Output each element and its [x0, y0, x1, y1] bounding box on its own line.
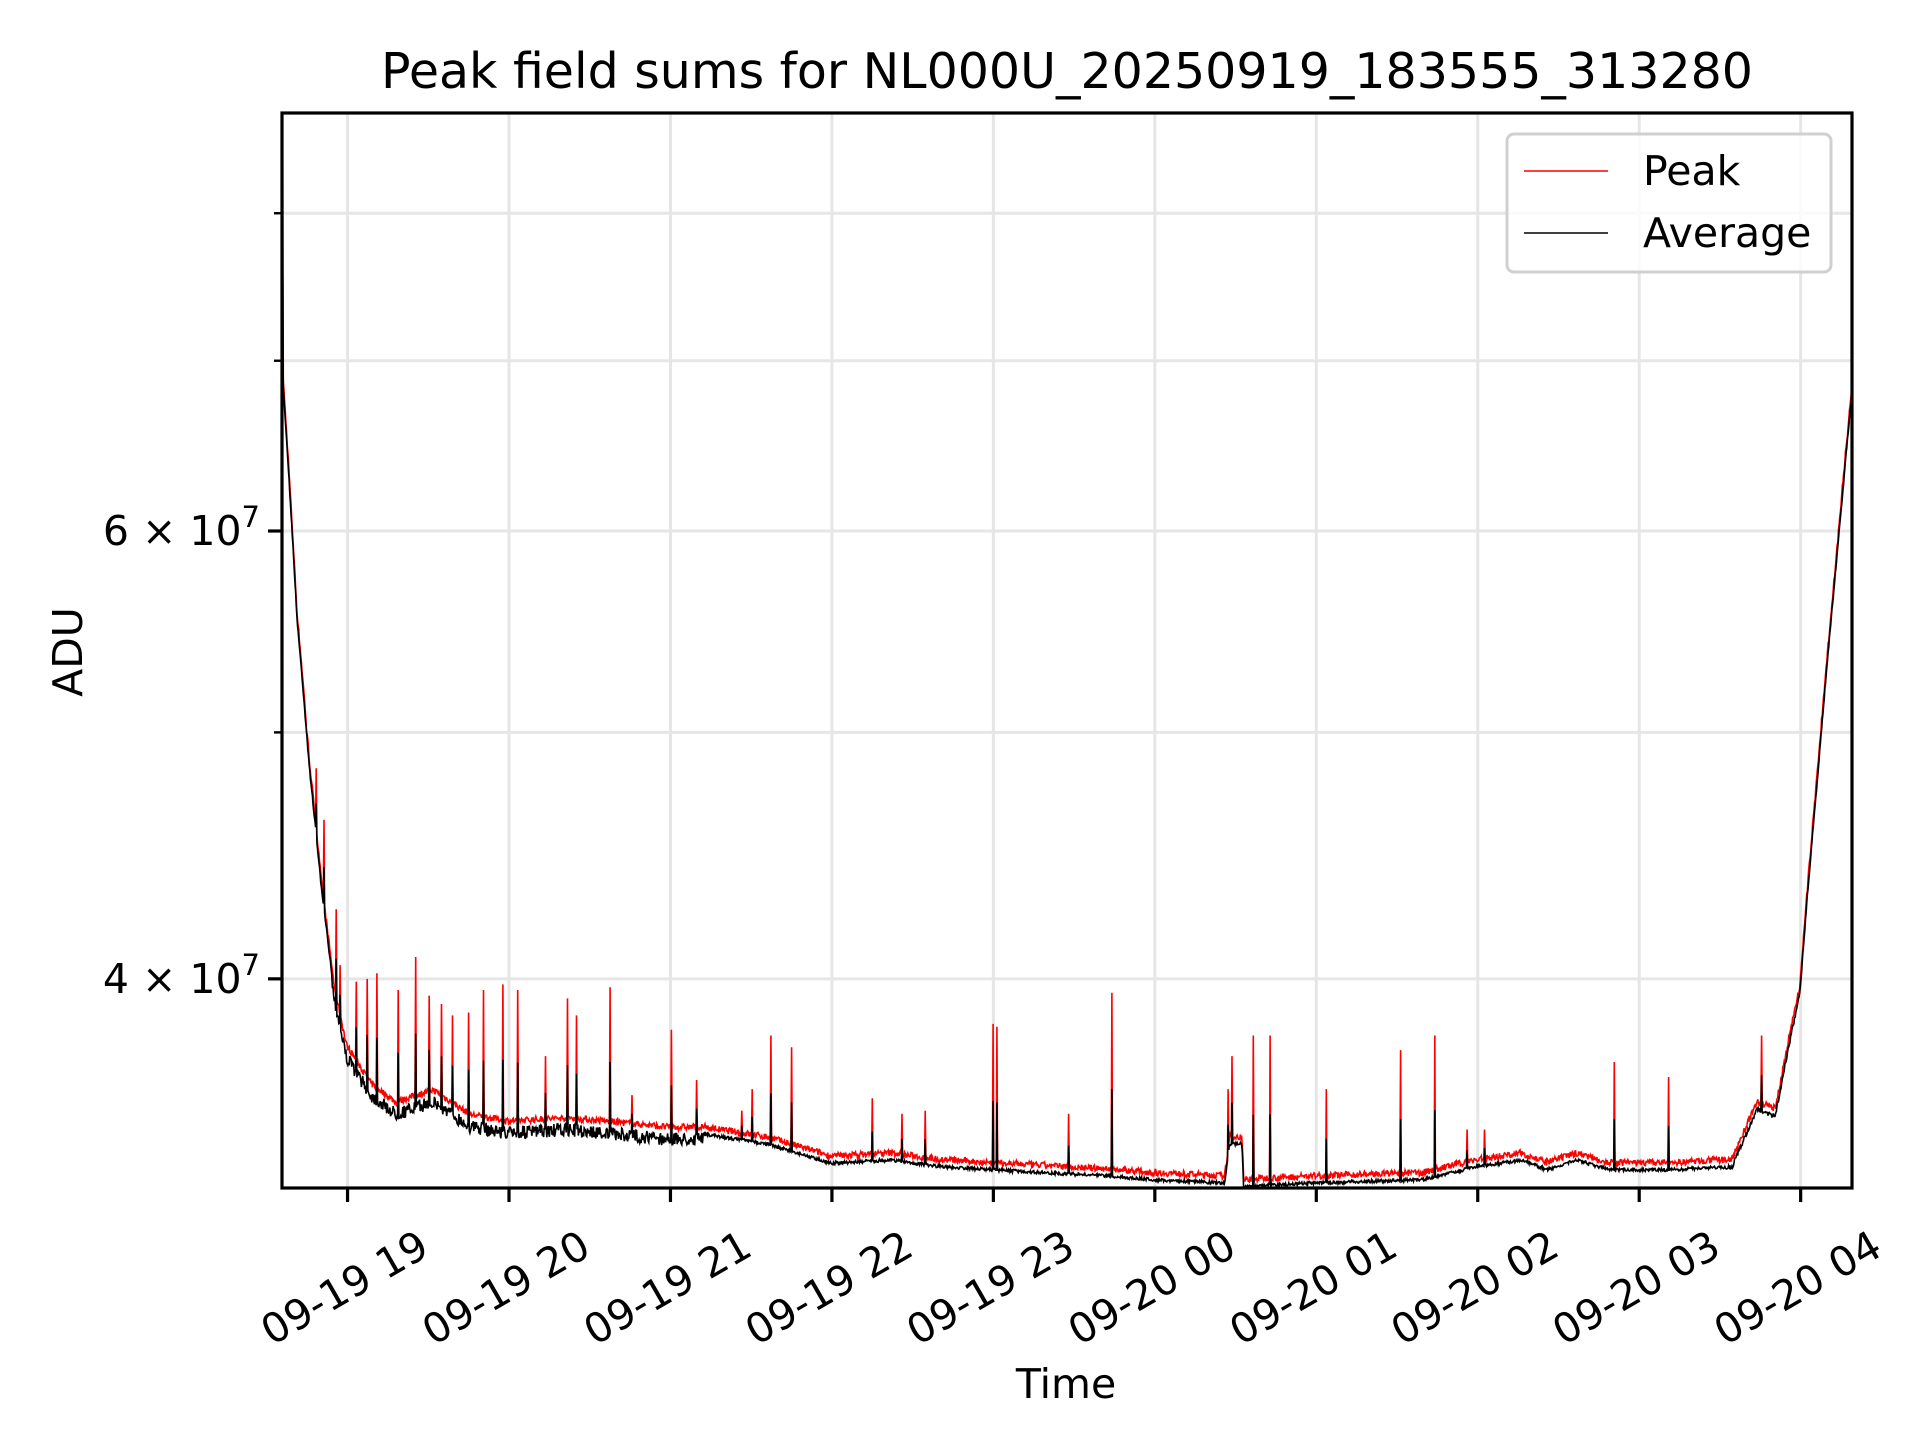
y-tick-label: 4 × 107 — [103, 948, 260, 1003]
legend-box — [1505, 132, 1833, 274]
y-tick-base: 10 — [189, 507, 241, 555]
peak-series-line — [282, 113, 1852, 1185]
y-tick-exponent: 7 — [242, 948, 260, 982]
y-tick-base: 10 — [189, 955, 241, 1003]
y-tick-exponent: 7 — [242, 500, 260, 534]
axes-frame — [280, 111, 1854, 1190]
y-tick-label: 6 × 107 — [103, 500, 260, 555]
chart-title: Peak field sums for NL000U_20250919_1835… — [381, 43, 1753, 100]
x-axis-label: Time — [1015, 1360, 1116, 1408]
y-tick-times: × — [129, 955, 189, 1003]
y-tick-mantissa: 4 — [103, 955, 129, 1003]
legend: Peak Average — [1505, 132, 1833, 274]
legend-average-label: Average — [1643, 209, 1811, 257]
y-axis-label: ADU — [44, 607, 92, 697]
legend-peak-label: Peak — [1643, 147, 1741, 195]
average-series-line — [282, 250, 1852, 1188]
y-tick-times: × — [129, 507, 189, 555]
grid — [282, 113, 1852, 1188]
y-tick-mantissa: 6 — [103, 507, 129, 555]
